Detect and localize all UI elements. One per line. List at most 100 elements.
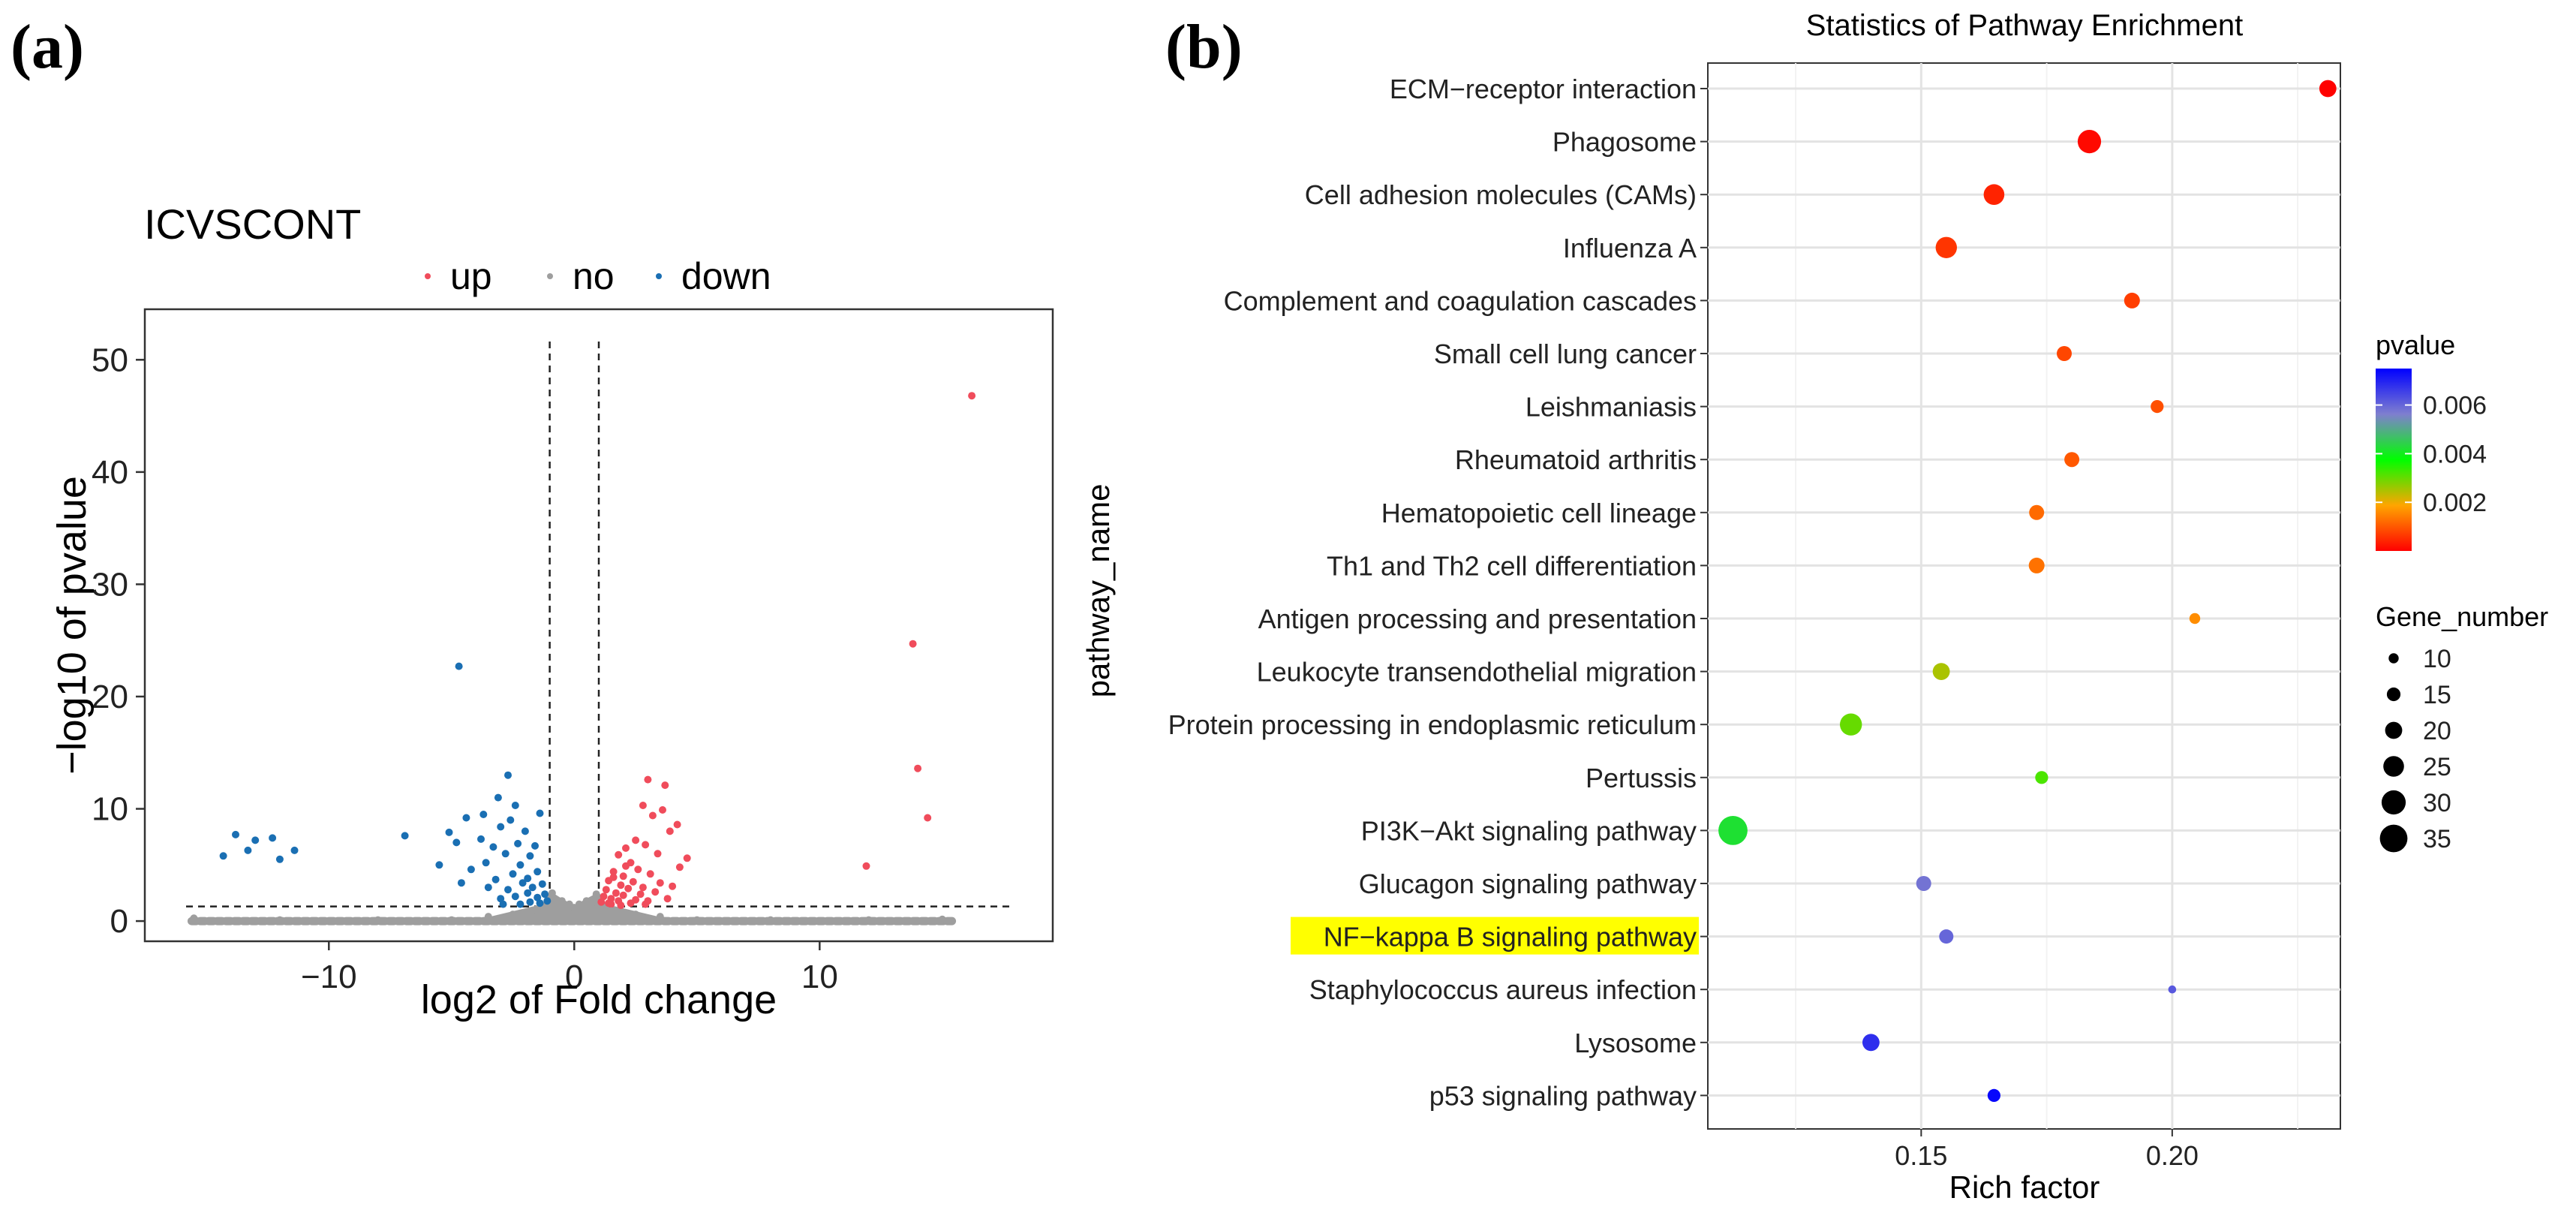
legend-label-down: down	[681, 255, 771, 297]
volcano-point-no	[632, 911, 640, 919]
pathway-label: p53 signaling pathway	[1429, 1080, 1697, 1111]
pathway-label: Small cell lung cancer	[1434, 339, 1697, 369]
legend-label-no: no	[573, 255, 615, 297]
volcano-point-down	[506, 816, 515, 824]
enrichment-point	[1916, 876, 1931, 891]
volcano-point-down	[232, 830, 239, 838]
volcano-point-up	[609, 873, 618, 881]
volcano-point-down	[531, 841, 539, 850]
pathway-label: PI3K−Akt signaling pathway	[1361, 815, 1697, 846]
enrichment-point	[1983, 184, 2005, 205]
x-tick-label: 0	[565, 959, 583, 995]
volcano-point-up	[617, 901, 625, 910]
volcano-point-down	[509, 870, 517, 878]
volcano-point-no	[553, 904, 561, 912]
pathway-label: Th1 and Th2 cell differentiation	[1327, 550, 1697, 581]
volcano-point-down	[534, 893, 542, 901]
volcano-point-up	[673, 820, 681, 829]
volcano-y-axis-title: −log10 of pvalue	[50, 476, 95, 775]
volcano-plot: ICVSCONT up no down −10 0 10 0 10 20 30 40 50 log2…	[50, 200, 1054, 1022]
enrichment-point	[1862, 1034, 1880, 1052]
volcano-point-down	[521, 827, 529, 835]
pathway-label: ECM−receptor interaction	[1390, 74, 1697, 104]
enrichment-point	[1840, 713, 1862, 736]
volcano-point-up	[644, 775, 652, 784]
enrichment-point	[1718, 816, 1748, 845]
volcano-point-up	[632, 836, 640, 844]
colorbar-tick-label: 0.006	[2423, 392, 2487, 420]
volcano-point-up	[669, 882, 677, 890]
volcano-point-down	[251, 836, 260, 844]
gene-number-label: 35	[2423, 825, 2451, 853]
volcano-point-down	[516, 861, 525, 869]
volcano-point-up	[624, 884, 633, 892]
pathway-label: Staphylococcus aureus infection	[1309, 974, 1697, 1005]
volcano-point-up	[659, 806, 666, 814]
volcano-point-down	[479, 811, 488, 818]
volcano-point-up	[646, 870, 654, 878]
enrichment-plot-area	[1707, 62, 2341, 1130]
volcano-point-no	[693, 916, 701, 924]
pvalue-ticks: 0.002 0.004 0.006	[2376, 392, 2487, 517]
enrichment-point	[2035, 771, 2048, 784]
volcano-point-down	[462, 814, 470, 822]
gene-number-legend-items: 10 15 20 25 30 35	[2379, 645, 2451, 853]
pathway-label: Cell adhesion molecules (CAMs)	[1305, 179, 1697, 210]
volcano-point-up	[968, 392, 976, 400]
volcano-point-down	[275, 855, 284, 863]
volcano-point-no	[864, 916, 873, 924]
volcano-point-down	[455, 662, 463, 670]
volcano-point-down	[536, 899, 544, 907]
volcano-point-down	[482, 859, 490, 867]
volcano-point-up	[619, 872, 627, 880]
volcano-point-down	[219, 852, 227, 860]
enrichment-point	[2057, 346, 2072, 361]
volcano-point-down	[524, 874, 532, 883]
volcano-point-down	[543, 897, 552, 905]
y-tick-label: 30	[92, 566, 128, 603]
x-tick-label: 0.20	[2146, 1140, 2199, 1171]
volcano-point-up	[675, 863, 684, 871]
enrichment-point	[2319, 80, 2337, 98]
volcano-point-no	[374, 916, 382, 924]
pathway-label: Hematopoietic cell lineage	[1381, 498, 1697, 528]
volcano-point-down	[504, 771, 512, 779]
volcano-point-down	[516, 900, 525, 908]
volcano-point-up	[636, 890, 645, 898]
panel-label-b: (b)	[1165, 12, 1243, 82]
enrichment-point	[1935, 236, 1957, 258]
pathway-label: Phagosome	[1553, 127, 1697, 158]
gene-number-label: 20	[2423, 717, 2451, 745]
volcano-point-down	[528, 883, 537, 892]
legend-key-no	[547, 273, 553, 279]
y-tick-label: 50	[92, 342, 128, 378]
volcano-point-no	[578, 908, 586, 917]
volcano-point-no	[275, 916, 284, 924]
volcano-point-down	[519, 879, 527, 887]
volcano-point-down	[536, 809, 544, 817]
volcano-point-down	[484, 883, 492, 892]
volcano-point-down	[457, 879, 465, 887]
volcano-point-down	[244, 846, 252, 854]
volcano-point-no	[656, 913, 664, 921]
enrichment-point	[2189, 613, 2201, 625]
panel-label-a: (a)	[11, 12, 84, 82]
pathway-label: NF−kappa B signaling pathway	[1324, 922, 1697, 953]
volcano-axes: −10 0 10 0 10 20 30 40 50	[92, 342, 838, 995]
volcano-point-up	[683, 854, 691, 862]
enrichment-point	[2151, 400, 2164, 414]
volcano-x-axis-title: log2 of Fold change	[421, 977, 777, 1022]
enrichment-point	[2029, 504, 2045, 520]
y-tick-label: 20	[92, 679, 128, 715]
pathway-label: Leukocyte transendothelial migration	[1257, 657, 1697, 688]
volcano-point-up	[617, 881, 625, 889]
volcano-point-no	[447, 916, 455, 924]
enrichment-point	[2028, 557, 2045, 573]
volcano-point-down	[501, 850, 509, 858]
volcano-point-no	[558, 897, 566, 905]
volcano-point-up	[909, 640, 917, 648]
volcano-point-down	[534, 868, 542, 876]
volcano-point-no	[766, 916, 774, 924]
volcano-point-down	[514, 839, 522, 847]
